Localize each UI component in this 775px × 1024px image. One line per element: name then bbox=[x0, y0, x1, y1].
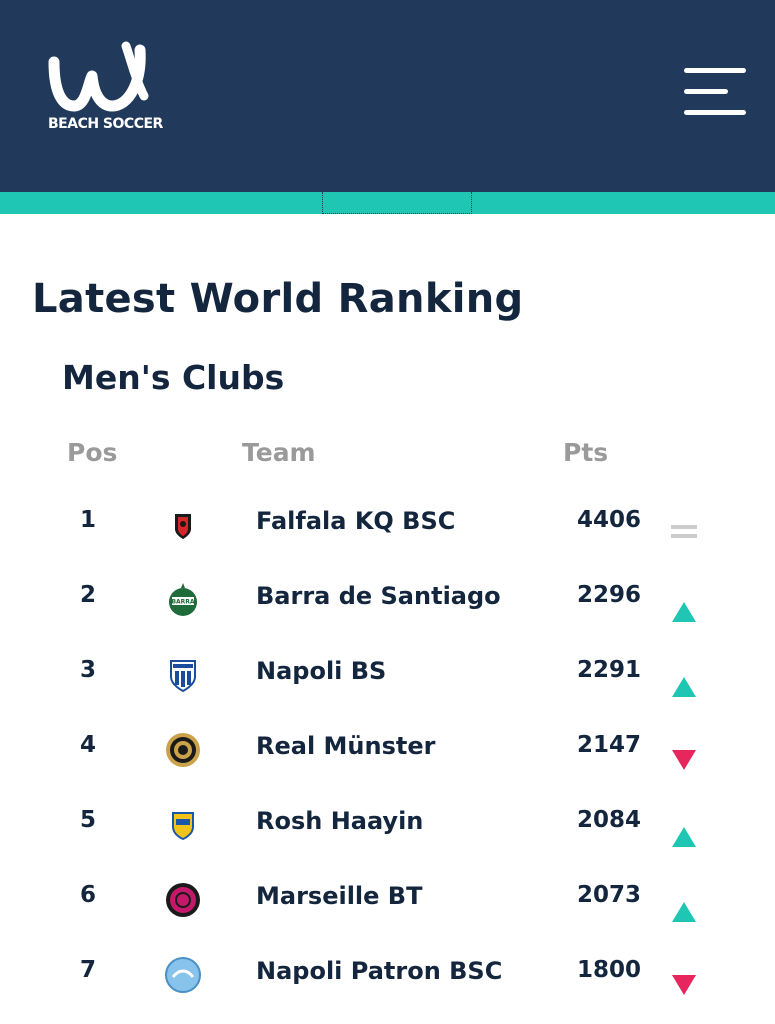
trend-up-icon bbox=[669, 898, 699, 924]
menu-line bbox=[684, 110, 746, 115]
marseille-crest-icon bbox=[163, 880, 203, 920]
column-header-team: Team bbox=[242, 438, 316, 467]
barra-crest-icon: BARRA bbox=[163, 580, 203, 620]
row-team-name[interactable]: Napoli Patron BSC bbox=[256, 957, 503, 985]
falfala-crest-icon bbox=[163, 505, 203, 545]
napoli-patron-crest-icon bbox=[163, 955, 203, 995]
row-team-name[interactable]: Napoli BS bbox=[256, 657, 387, 685]
row-position: 7 bbox=[80, 957, 97, 983]
trend-up-icon bbox=[669, 673, 699, 699]
accent-bar bbox=[0, 192, 775, 214]
trend-down-icon bbox=[669, 748, 699, 774]
table-row[interactable]: 3 Napoli BS 2291 bbox=[0, 653, 775, 723]
site-header: BEACH SOCCER bbox=[0, 0, 775, 192]
row-position: 3 bbox=[80, 657, 97, 683]
row-points: 1800 bbox=[577, 957, 642, 983]
menu-line bbox=[684, 89, 728, 94]
table-row[interactable]: 5 Rosh Haayin 2084 bbox=[0, 803, 775, 873]
row-points: 2296 bbox=[577, 582, 642, 608]
row-team-name[interactable]: Falfala KQ BSC bbox=[256, 507, 456, 535]
table-row[interactable]: 2 BARRA Barra de Santiago 2296 bbox=[0, 578, 775, 648]
svg-text:BARRA: BARRA bbox=[171, 599, 194, 606]
section-title: Men's Clubs bbox=[62, 358, 285, 397]
row-points: 2147 bbox=[577, 732, 642, 758]
hamburger-menu-icon[interactable] bbox=[682, 64, 748, 120]
row-points: 2073 bbox=[577, 882, 642, 908]
row-position: 6 bbox=[80, 882, 97, 908]
row-position: 4 bbox=[80, 732, 97, 758]
logo-text: BEACH SOCCER bbox=[48, 116, 163, 132]
trend-up-icon bbox=[669, 823, 699, 849]
menu-line bbox=[684, 68, 746, 73]
column-header-pts: Pts bbox=[563, 438, 609, 467]
trend-up-icon bbox=[669, 598, 699, 624]
row-team-name[interactable]: Real Münster bbox=[256, 732, 436, 760]
row-position: 1 bbox=[80, 507, 97, 533]
row-position: 5 bbox=[80, 807, 97, 833]
row-points: 2291 bbox=[577, 657, 642, 683]
trend-down-icon bbox=[669, 973, 699, 999]
row-points: 4406 bbox=[577, 507, 642, 533]
row-points: 2084 bbox=[577, 807, 642, 833]
table-row[interactable]: 1 Falfala KQ BSC 4406 bbox=[0, 503, 775, 573]
row-team-name[interactable]: Rosh Haayin bbox=[256, 807, 424, 835]
row-team-name[interactable]: Barra de Santiago bbox=[256, 582, 501, 610]
real-munster-crest-icon bbox=[163, 730, 203, 770]
trend-same-icon bbox=[669, 523, 699, 549]
page-title: Latest World Ranking bbox=[32, 276, 524, 322]
napoli-bs-crest-icon bbox=[163, 655, 203, 695]
column-header-pos: Pos bbox=[67, 438, 118, 467]
row-position: 2 bbox=[80, 582, 97, 608]
bsww-logo-icon[interactable] bbox=[48, 40, 154, 136]
rosh-haayin-crest-icon bbox=[163, 805, 203, 845]
table-row[interactable]: 7 Napoli Patron BSC 1800 bbox=[0, 953, 775, 1023]
table-row[interactable]: 4 Real Münster 2147 bbox=[0, 728, 775, 798]
row-team-name[interactable]: Marseille BT bbox=[256, 882, 423, 910]
focus-outline bbox=[322, 192, 472, 214]
table-row[interactable]: 6 Marseille BT 2073 bbox=[0, 878, 775, 948]
